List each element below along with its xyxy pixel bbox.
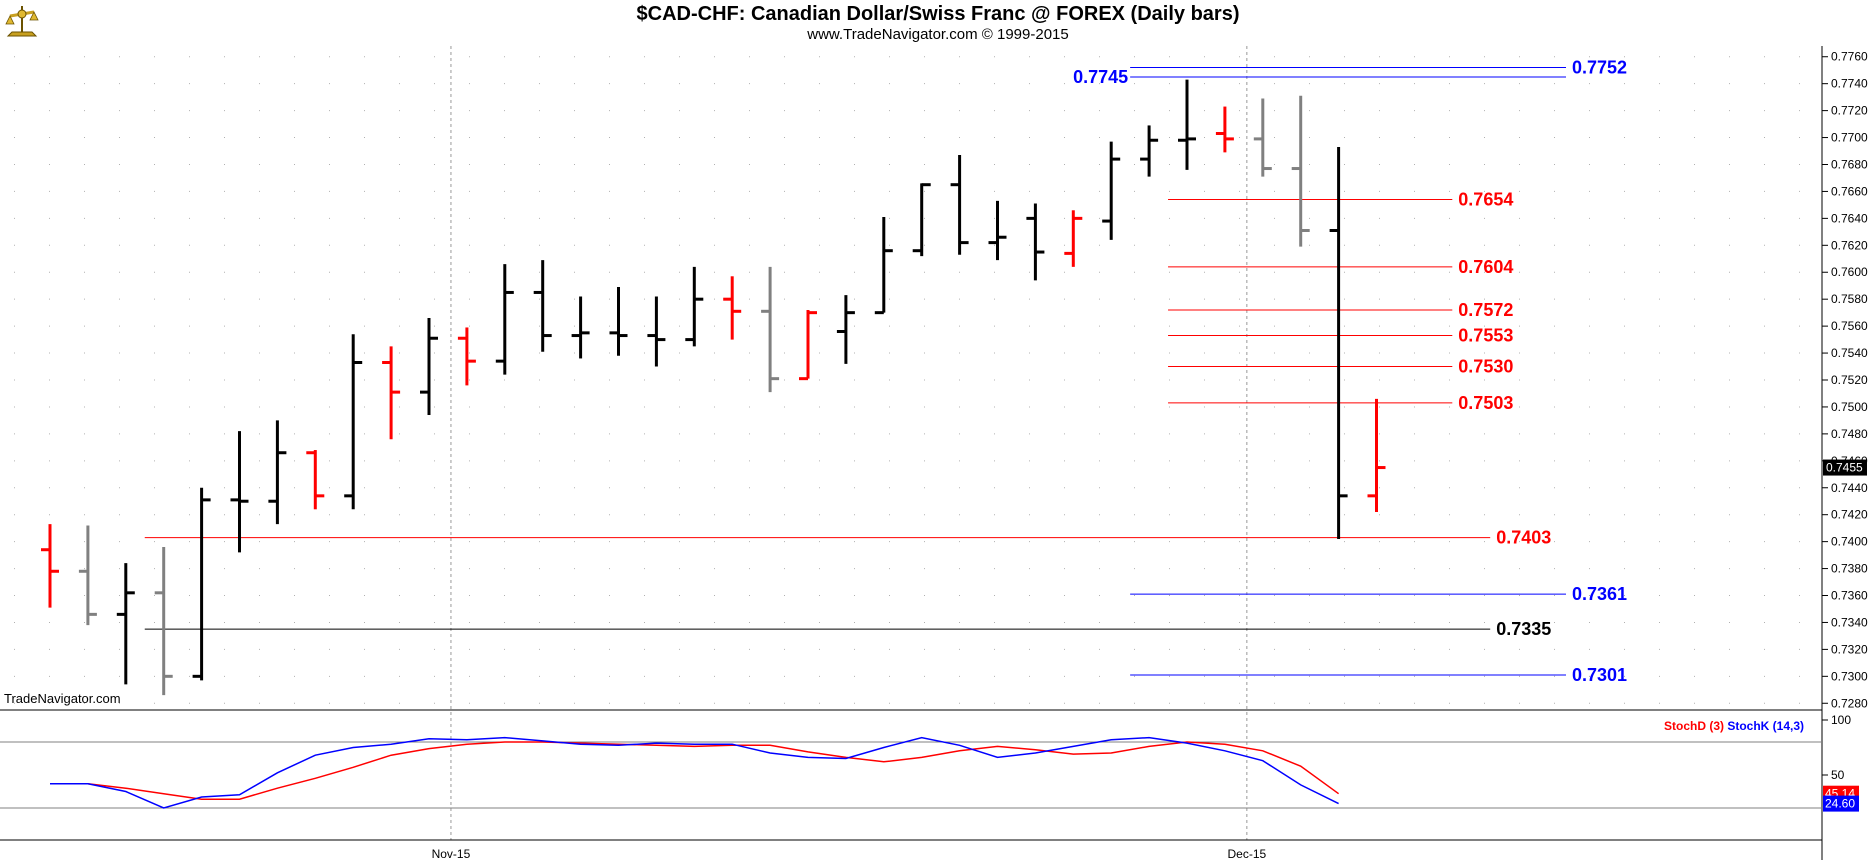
y-tick-label: 0.7600 (1831, 265, 1868, 279)
y-tick-label: 0.7300 (1831, 669, 1868, 683)
ohlc-bar (41, 524, 59, 608)
ohlc-bar (78, 525, 97, 626)
y-tick-label: 0.7760 (1831, 50, 1868, 64)
ohlc-bar (230, 431, 249, 553)
ohlc-bar (1026, 203, 1045, 281)
y-tick-label: 0.7720 (1831, 104, 1868, 118)
stoch-y-tick-label: 50 (1831, 768, 1845, 782)
ohlc-bar (874, 217, 893, 315)
y-tick-label: 0.7280 (1831, 696, 1868, 710)
y-tick-label: 0.7540 (1831, 346, 1868, 360)
ohlc-bar (1367, 398, 1386, 512)
y-tick-label: 0.7580 (1831, 292, 1868, 306)
y-tick-label: 0.7400 (1831, 535, 1868, 549)
ohlc-bar (495, 264, 514, 375)
ohlc-bar (1253, 98, 1272, 177)
stoch-series-line (50, 736, 1339, 809)
ohlc-bar (1215, 106, 1234, 153)
level-label: 0.7530 (1458, 357, 1513, 377)
ohlc-bar (457, 327, 476, 386)
y-tick-label: 0.7440 (1831, 481, 1868, 495)
stoch-value-tag (1823, 795, 1859, 812)
ohlc-bar (420, 318, 438, 416)
level-label: 0.7752 (1572, 58, 1627, 78)
stoch-legend-item: StochD (3) (1664, 719, 1724, 733)
level-label: 0.7403 (1496, 528, 1551, 548)
ohlc-bar (1102, 141, 1121, 240)
watermark-text: TradeNavigator.com (4, 691, 121, 706)
y-tick-label: 0.7420 (1831, 508, 1868, 522)
y-tick-label: 0.7500 (1831, 400, 1868, 414)
y-tick-label: 0.7380 (1831, 562, 1868, 576)
ohlc-bar (1178, 79, 1196, 170)
ohlc-bar (836, 295, 855, 364)
y-tick-label: 0.7680 (1831, 157, 1868, 171)
ohlc-bar (571, 296, 590, 359)
ohlc-bar (1329, 146, 1348, 539)
ohlc-bar (685, 266, 704, 347)
ohlc-bar (609, 287, 628, 356)
stoch-series-line (50, 741, 1340, 800)
ohlc-bar (192, 487, 211, 681)
ohlc-bar (647, 296, 666, 367)
ohlc-bar (988, 200, 1007, 261)
ohlc-bar (1064, 210, 1083, 267)
y-tick-label: 0.7660 (1831, 184, 1868, 198)
ohlc-bar (761, 266, 780, 393)
level-label: 0.7301 (1572, 665, 1627, 685)
level-label: 0.7361 (1572, 584, 1627, 604)
stoch-legend: StochD (3) StochK (14,3) (1664, 719, 1804, 733)
stoch-value-label: 24.60 (1825, 797, 1855, 811)
ohlc-bar (268, 420, 287, 525)
ohlc-bar (306, 450, 325, 510)
stoch-y-tick-label: 100 (1831, 713, 1851, 727)
y-tick-label: 0.7740 (1831, 77, 1868, 91)
ohlc-bar (344, 334, 363, 510)
x-tick-label: Nov-15 (432, 847, 471, 861)
price-panel: 0.7280 0.7300 0.7320 0.7340 0.7360 0.7380 0.74… (0, 46, 1876, 863)
level-label: 0.7503 (1458, 393, 1513, 413)
last-price-tag (1823, 459, 1867, 476)
ohlc-bar (533, 260, 552, 352)
level-label: 0.7553 (1458, 326, 1513, 346)
trade-navigator-logo-icon (2, 2, 42, 42)
chart-subtitle: www.TradeNavigator.com © 1999-2015 (807, 26, 1069, 43)
y-tick-label: 0.7360 (1831, 589, 1868, 603)
ohlc-bar (912, 183, 931, 257)
ohlc-bar (116, 563, 135, 685)
level-label: 0.7604 (1458, 257, 1513, 277)
x-tick-label: Dec-15 (1228, 847, 1267, 861)
level-label: 0.7745 (1073, 67, 1128, 87)
y-tick-label: 0.7640 (1831, 211, 1868, 225)
y-tick-label: 0.7620 (1831, 238, 1868, 252)
y-tick-label: 0.7340 (1831, 615, 1868, 629)
ohlc-bar (154, 547, 173, 696)
chart-background (0, 46, 1876, 863)
ohlc-bar (950, 155, 969, 255)
level-label: 0.7572 (1458, 300, 1513, 320)
y-tick-label: 0.7700 (1831, 131, 1868, 145)
level-label: 0.7335 (1496, 619, 1551, 639)
chart-title: $CAD-CHF: Canadian Dollar/Swiss Franc @ … (636, 3, 1240, 25)
y-tick-label: 0.7520 (1831, 373, 1868, 387)
chart-header: $CAD-CHF: Canadian Dollar/Swiss Franc @ … (0, 0, 1876, 46)
ohlc-bar (1291, 95, 1310, 247)
y-tick-label: 0.7320 (1831, 642, 1868, 656)
ohlc-bar (799, 309, 817, 381)
y-tick-label: 0.7480 (1831, 427, 1868, 441)
ohlc-bar (1140, 125, 1159, 177)
ohlc-bar (382, 346, 401, 440)
stoch-legend-item: StochK (14,3) (1724, 719, 1804, 733)
level-label: 0.7654 (1458, 190, 1513, 210)
y-tick-label: 0.7560 (1831, 319, 1868, 333)
last-price-label: 0.7455 (1826, 461, 1863, 475)
ohlc-bar (723, 276, 742, 340)
